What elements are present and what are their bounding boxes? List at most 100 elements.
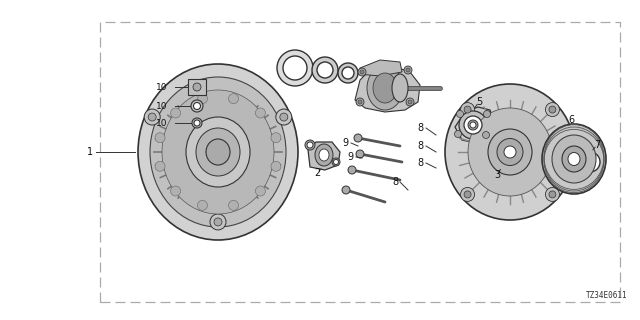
Ellipse shape <box>542 124 606 194</box>
Circle shape <box>305 140 315 150</box>
Circle shape <box>358 68 366 76</box>
Circle shape <box>470 122 476 128</box>
Circle shape <box>280 113 288 121</box>
Ellipse shape <box>445 84 575 220</box>
Ellipse shape <box>552 135 596 183</box>
Ellipse shape <box>150 77 286 227</box>
Circle shape <box>468 120 478 130</box>
Ellipse shape <box>367 66 403 110</box>
Circle shape <box>144 109 160 125</box>
Circle shape <box>191 100 203 112</box>
Ellipse shape <box>392 74 408 102</box>
Circle shape <box>360 70 364 74</box>
Circle shape <box>348 166 356 174</box>
Ellipse shape <box>562 146 586 172</box>
Text: 9: 9 <box>347 152 353 162</box>
Text: 7: 7 <box>594 140 600 150</box>
Circle shape <box>406 68 410 72</box>
Circle shape <box>228 94 239 104</box>
Ellipse shape <box>162 90 274 214</box>
Text: 3: 3 <box>494 170 500 180</box>
Text: 6: 6 <box>568 115 574 125</box>
Text: 10: 10 <box>156 118 168 127</box>
Ellipse shape <box>497 139 523 165</box>
Circle shape <box>354 134 362 142</box>
Circle shape <box>193 102 200 109</box>
FancyBboxPatch shape <box>188 79 206 95</box>
Text: 8: 8 <box>392 177 398 187</box>
Circle shape <box>332 158 340 166</box>
Circle shape <box>408 100 412 104</box>
Polygon shape <box>308 142 340 170</box>
Text: 8: 8 <box>417 123 423 133</box>
Circle shape <box>317 62 333 78</box>
Circle shape <box>255 186 266 196</box>
Text: 2: 2 <box>314 168 320 178</box>
Circle shape <box>148 113 156 121</box>
Circle shape <box>155 161 165 171</box>
Text: TZ34E0611: TZ34E0611 <box>586 291 628 300</box>
Circle shape <box>283 56 307 80</box>
Circle shape <box>210 214 226 230</box>
Circle shape <box>404 66 412 74</box>
Circle shape <box>198 200 207 210</box>
Ellipse shape <box>504 146 516 158</box>
Ellipse shape <box>373 73 397 103</box>
Circle shape <box>312 57 338 83</box>
Circle shape <box>193 83 201 91</box>
Text: 1: 1 <box>87 147 93 157</box>
Circle shape <box>194 120 200 126</box>
Ellipse shape <box>319 149 329 161</box>
Circle shape <box>228 200 239 210</box>
Circle shape <box>192 118 202 128</box>
Circle shape <box>549 106 556 113</box>
Ellipse shape <box>468 108 552 196</box>
Circle shape <box>276 109 292 125</box>
Circle shape <box>461 188 475 201</box>
Polygon shape <box>355 65 420 112</box>
Circle shape <box>171 108 180 118</box>
Text: 8: 8 <box>417 141 423 151</box>
Circle shape <box>171 186 180 196</box>
Bar <box>100 22 620 302</box>
Text: 10: 10 <box>156 101 168 110</box>
Polygon shape <box>455 107 495 143</box>
Circle shape <box>545 103 559 116</box>
Text: 9: 9 <box>342 138 348 148</box>
Circle shape <box>342 67 354 79</box>
Circle shape <box>356 98 364 106</box>
Circle shape <box>333 159 339 164</box>
Ellipse shape <box>206 139 230 165</box>
Circle shape <box>576 148 604 176</box>
Circle shape <box>155 133 165 143</box>
Circle shape <box>214 218 222 226</box>
Circle shape <box>464 106 471 113</box>
Circle shape <box>271 133 281 143</box>
Circle shape <box>545 188 559 201</box>
Circle shape <box>356 150 364 158</box>
Circle shape <box>483 132 490 139</box>
Circle shape <box>198 94 207 104</box>
Circle shape <box>459 111 487 139</box>
Ellipse shape <box>186 117 250 187</box>
Ellipse shape <box>196 128 240 176</box>
Circle shape <box>549 191 556 198</box>
Polygon shape <box>358 60 402 76</box>
Text: 5: 5 <box>476 97 482 107</box>
Circle shape <box>338 63 358 83</box>
Circle shape <box>255 108 266 118</box>
Ellipse shape <box>568 153 580 165</box>
Circle shape <box>307 142 313 148</box>
Text: 10: 10 <box>156 83 168 92</box>
Circle shape <box>464 116 482 134</box>
Ellipse shape <box>488 129 532 175</box>
Circle shape <box>271 161 281 171</box>
Circle shape <box>406 98 414 106</box>
Circle shape <box>277 50 313 86</box>
Ellipse shape <box>315 144 333 166</box>
Circle shape <box>454 131 461 138</box>
Ellipse shape <box>138 64 298 240</box>
Circle shape <box>342 186 350 194</box>
Circle shape <box>483 110 490 117</box>
Circle shape <box>580 152 600 172</box>
